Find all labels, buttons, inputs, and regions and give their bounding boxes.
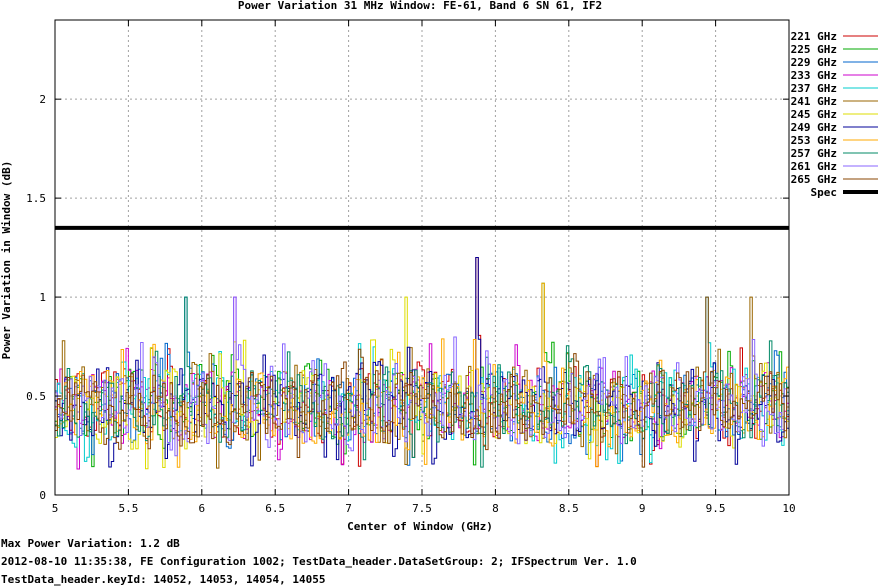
legend-label: 245 GHz xyxy=(791,108,837,121)
y-tick-label: 1 xyxy=(39,291,46,304)
x-tick-label: 9.5 xyxy=(706,502,726,515)
x-tick-label: 6.5 xyxy=(265,502,285,515)
legend-label: 241 GHz xyxy=(791,95,837,108)
x-tick-label: 8 xyxy=(492,502,499,515)
legend-label: 233 GHz xyxy=(791,69,837,82)
legend-label: 257 GHz xyxy=(791,147,837,160)
legend-label: 221 GHz xyxy=(791,30,837,43)
x-tick-label: 9 xyxy=(639,502,646,515)
power-variation-chart: Power Variation 31 MHz Window: FE-61, Ba… xyxy=(0,0,878,533)
x-tick-label: 5 xyxy=(52,502,59,515)
y-tick-label: 2 xyxy=(39,93,46,106)
y-tick-label: 0.5 xyxy=(26,390,46,403)
axis-ticks: 5 5.5 6 6.5 7 7.5 8 8.5 9 9.5 10 0 0.5 1 1.5 2 xyxy=(26,20,796,515)
x-tick-label: 7.5 xyxy=(412,502,432,515)
x-tick-label: 5.5 xyxy=(118,502,138,515)
legend-label: 253 GHz xyxy=(791,134,837,147)
legend-label: 237 GHz xyxy=(791,82,837,95)
legend-label: Spec xyxy=(811,186,838,199)
x-tick-label: 10 xyxy=(782,502,795,515)
chart-title: Power Variation 31 MHz Window: FE-61, Ba… xyxy=(238,0,602,12)
legend-label: 229 GHz xyxy=(791,56,837,69)
max-power-variation-text: Max Power Variation: 1.2 dB xyxy=(1,537,180,550)
x-tick-label: 7 xyxy=(345,502,352,515)
key-id-text: TestData_header.keyId: 14052, 14053, 140… xyxy=(1,573,326,586)
legend-label: 261 GHz xyxy=(791,160,837,173)
legend-label: 249 GHz xyxy=(791,121,837,134)
x-axis-label: Center of Window (GHz) xyxy=(347,520,493,533)
legend-label: 225 GHz xyxy=(791,43,837,56)
x-tick-label: 8.5 xyxy=(559,502,579,515)
test-info-text: 2012-08-10 11:35:38, FE Configuration 10… xyxy=(1,555,637,568)
y-tick-label: 1.5 xyxy=(26,192,46,205)
y-tick-label: 0 xyxy=(39,489,46,502)
y-axis-label: Power Variation in Window (dB) xyxy=(0,161,13,360)
legend-label: 265 GHz xyxy=(791,173,837,186)
x-tick-label: 6 xyxy=(198,502,205,515)
series-line xyxy=(55,296,790,468)
data-series xyxy=(55,257,790,470)
series-line xyxy=(55,282,790,468)
